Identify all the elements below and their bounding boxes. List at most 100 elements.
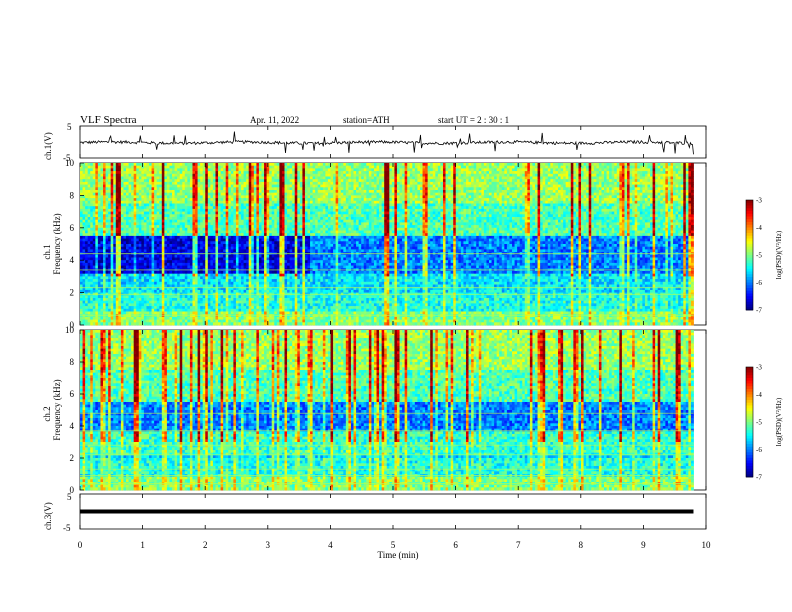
spectrogram-cell xyxy=(335,187,339,191)
spectrogram-cell xyxy=(297,208,301,212)
spectrogram-cell xyxy=(435,173,439,177)
spectrogram-cell xyxy=(166,179,170,183)
spectrogram-cell xyxy=(555,176,559,180)
spectrogram-cell xyxy=(575,184,579,188)
spectrogram-cell xyxy=(652,203,656,207)
spectrogram-cell xyxy=(202,173,206,177)
spectrogram-cell xyxy=(417,173,421,177)
spectrogram-cell xyxy=(440,176,444,180)
spectrogram-cell xyxy=(289,163,293,167)
spectrogram-cell xyxy=(281,176,285,180)
spectrogram-cell xyxy=(97,173,101,177)
spectrogram-cell xyxy=(289,179,293,183)
spectrogram-cell xyxy=(138,203,142,207)
spectrogram-cell xyxy=(481,181,485,185)
spectrogram-cell xyxy=(565,176,569,180)
spectrogram-cell xyxy=(258,163,262,167)
spectrogram-cell xyxy=(246,179,250,183)
ch1-waveform-frame xyxy=(79,125,707,159)
spectrogram-cell xyxy=(115,173,119,177)
spectrogram-cell xyxy=(363,206,367,210)
spectrogram-cell xyxy=(524,179,528,183)
spectrogram-cell xyxy=(218,173,221,177)
spectrogram-cell xyxy=(660,190,664,194)
spectrogram-cell xyxy=(394,163,398,167)
spectrogram-cell xyxy=(685,208,689,212)
spectrogram-cell xyxy=(151,173,155,177)
spectrogram-cell xyxy=(478,179,482,183)
spectrogram-cell xyxy=(537,165,541,169)
spectrogram-cell xyxy=(596,165,600,169)
spectrogram-cell xyxy=(330,217,334,221)
spectrogram-cell xyxy=(366,168,370,172)
spectrogram-cell xyxy=(368,171,372,175)
spectrogram-cell xyxy=(223,171,227,175)
spectrogram-cell xyxy=(473,163,477,167)
spectrogram-cell xyxy=(287,211,291,215)
spectrogram-cell xyxy=(238,171,242,175)
spectrogram-cell xyxy=(205,181,209,185)
spectrogram-cell xyxy=(350,163,354,167)
spectrogram-cell xyxy=(118,184,122,188)
spectrogram-cell xyxy=(126,173,129,177)
spectrogram-cell xyxy=(182,217,186,221)
spectrogram-cell xyxy=(578,192,582,196)
spectrogram-cell xyxy=(200,171,204,175)
spectrogram-cell xyxy=(517,192,521,196)
spectrogram-cell xyxy=(448,176,452,180)
spectrogram-cell xyxy=(358,181,362,185)
spectrogram-cell xyxy=(133,192,137,196)
spectrogram-cell xyxy=(85,192,89,196)
spectrogram-cell xyxy=(537,187,541,191)
spectrogram-cell xyxy=(154,211,158,215)
spectrogram-cell xyxy=(131,211,135,215)
spectrogram-cell xyxy=(317,163,321,167)
spectrogram-cell xyxy=(522,179,526,183)
spectrogram-cell xyxy=(356,190,360,194)
spectrogram-cell xyxy=(164,181,168,185)
spectrogram-cell xyxy=(527,190,531,194)
spectrogram-cell xyxy=(166,163,170,167)
spectrogram-cell xyxy=(264,163,267,167)
spectrogram-cell xyxy=(363,187,367,191)
spectrogram-cell xyxy=(667,203,671,207)
spectrogram-cell xyxy=(519,198,523,202)
spectrogram-cell xyxy=(241,165,244,169)
spectrogram-cell xyxy=(506,187,510,191)
spectrogram-cell xyxy=(292,184,296,188)
spectrogram-cell xyxy=(297,198,301,202)
spectrogram-cell xyxy=(652,211,656,215)
spectrogram-cell xyxy=(575,192,579,196)
spectrogram-cell xyxy=(356,214,360,218)
spectrogram-cell xyxy=(361,214,365,218)
spectrogram-cell xyxy=(614,203,618,207)
spectrogram-cell xyxy=(274,214,278,218)
spectrogram-cell xyxy=(379,200,383,204)
spectrogram-cell xyxy=(136,176,140,180)
spectrogram-cell xyxy=(205,195,209,199)
spectrogram-cell xyxy=(118,206,122,210)
spectrogram-cell xyxy=(650,163,653,167)
spectrogram-cell xyxy=(644,179,648,183)
spectrogram-cell xyxy=(113,165,117,169)
spectrogram-cell xyxy=(611,214,615,218)
spectrogram-cell xyxy=(578,206,582,210)
spectrogram-cell xyxy=(138,211,142,215)
spectrogram-cell xyxy=(596,171,600,175)
spectrogram-cell xyxy=(565,173,569,177)
spectrogram-cell xyxy=(164,187,168,191)
spectrogram-cell xyxy=(243,192,247,196)
spectrogram-cell xyxy=(330,203,334,207)
spectrogram-cell xyxy=(465,206,469,210)
spectrogram-cell xyxy=(455,192,459,196)
spectrogram-cell xyxy=(294,206,298,210)
spectrogram-cell xyxy=(202,214,206,218)
spectrogram-cell xyxy=(581,190,584,194)
spectrogram-cell xyxy=(281,208,285,212)
spectrogram-cell xyxy=(407,171,411,175)
spectrogram-cell xyxy=(483,208,487,212)
spectrogram-cell xyxy=(442,181,446,185)
spectrogram-cell xyxy=(218,163,221,167)
spectrogram-cell xyxy=(258,176,262,180)
spectrogram-cell xyxy=(601,179,605,183)
